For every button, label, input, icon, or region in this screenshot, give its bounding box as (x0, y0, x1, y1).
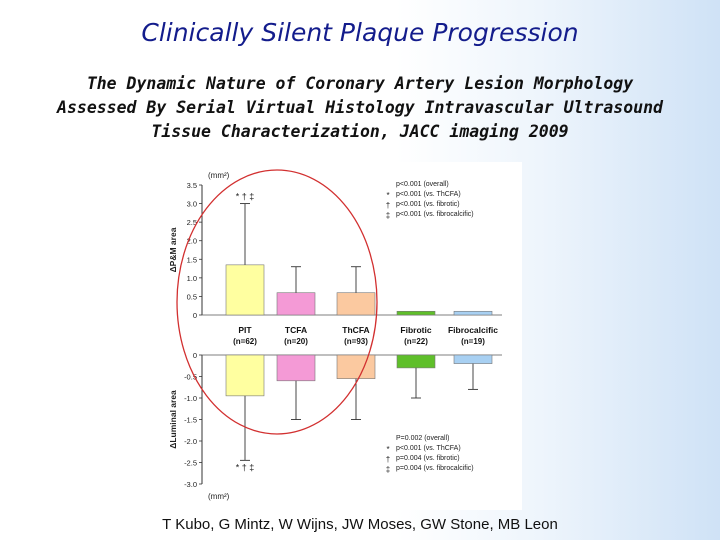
bottom-stat-line: P=0.002 (overall) (396, 435, 450, 442)
bottom-stat-line: p=0.004 (vs. fibrotic) (396, 455, 460, 462)
top-bar-thcfa (336, 292, 376, 316)
subtitle-line-1: The Dynamic Nature of Coronary Artery Le… (86, 74, 634, 93)
bottom-tick-label: -2.0 (184, 437, 197, 446)
bottom-stat-symbol: ‡ (386, 465, 390, 474)
top-bar-fibrocalcific (453, 310, 493, 316)
sample-size-label: (n=19) (461, 337, 485, 346)
plaque-progression-chart: 0 0.5 1.0 1.5 2.0 2.5 3.0 3.5 0 -0.5 -1.0 -1.5 -2.0 -… (168, 169, 502, 501)
bottom-stat-symbol: * (386, 445, 389, 454)
top-bar-fibrotic (396, 310, 436, 316)
category-label-fibrocalcific: Fibrocalcific (448, 325, 498, 335)
top-stat-symbol: * (386, 191, 389, 200)
slide-title: Clinically Silent Plaque Progression (141, 18, 579, 47)
top-unit-label: (mm²) (208, 171, 230, 180)
top-bar-tcfa (276, 292, 316, 316)
top-stat-line: p<0.001 (overall) (396, 181, 449, 188)
top-y-axis-label: ΔP&M area (168, 227, 178, 272)
sample-size-label: (n=62) (233, 337, 257, 346)
top-stat-line: p<0.001 (vs. fibrotic) (396, 201, 460, 208)
subtitle-line-3: Tissue Characterization, JACC imaging 20… (151, 122, 569, 141)
bottom-stat-line: p<0.001 (vs. ThCFA) (396, 445, 461, 452)
subtitle-line-2: Assessed By Serial Virtual Histology Int… (57, 98, 663, 117)
bottom-bar-pit (225, 354, 265, 397)
top-stat-symbol: † (386, 201, 390, 210)
bottom-bar-fibrocalcific (453, 354, 493, 364)
top-tick-label: 2.5 (187, 218, 197, 227)
top-tick-label: 1.5 (187, 255, 197, 264)
bottom-significance-marker: * † ‡ (236, 462, 255, 472)
category-label-fibrotic: Fibrotic (400, 325, 431, 335)
bottom-y-axis-label: ΔLuminal area (168, 390, 178, 449)
top-stat-symbol: ‡ (386, 211, 390, 220)
top-bar-pit (225, 264, 265, 316)
bottom-bar-fibrotic (396, 354, 436, 369)
top-tick-label: 1.0 (187, 274, 197, 283)
bottom-unit-label: (mm²) (208, 492, 230, 501)
bottom-tick-label: -3.0 (184, 480, 197, 489)
sample-size-label: (n=22) (404, 337, 428, 346)
top-significance-marker: * † ‡ (236, 192, 255, 202)
slide-subtitle: The Dynamic Nature of Coronary Artery Le… (40, 72, 680, 144)
top-tick-label: 0 (193, 311, 197, 320)
bottom-tick-label: -0.5 (184, 373, 197, 382)
bottom-tick-label: 0 (193, 351, 197, 360)
highlight-circle (176, 169, 378, 435)
top-stat-line: p<0.001 (vs. ThCFA) (396, 191, 461, 198)
bottom-bar-tcfa (276, 354, 316, 382)
top-tick-label: 2.0 (187, 237, 197, 246)
sample-size-label: (n=20) (284, 337, 308, 346)
top-stat-line: p<0.001 (vs. fibrocalcific) (396, 211, 474, 218)
category-label-tcfa: TCFA (285, 325, 307, 335)
bottom-tick-label: -1.5 (184, 416, 197, 425)
bottom-tick-label: -2.5 (184, 459, 197, 468)
bottom-bar-thcfa (336, 354, 376, 379)
top-tick-label: 3.0 (187, 200, 197, 209)
bottom-stat-symbol: † (386, 455, 390, 464)
category-label-thcfa: ThCFA (342, 325, 369, 335)
sample-size-label: (n=93) (344, 337, 368, 346)
bottom-stat-line: p=0.004 (vs. fibrocalcific) (396, 465, 474, 472)
bottom-tick-label: -1.0 (184, 394, 197, 403)
chart-panel: 0 0.5 1.0 1.5 2.0 2.5 3.0 3.5 0 -0.5 -1.0 -1.5 -2.0 -… (162, 162, 522, 510)
authors-line: T Kubo, G Mintz, W Wijns, JW Moses, GW S… (162, 516, 558, 533)
category-label-pit: PIT (238, 325, 252, 335)
top-tick-label: 0.5 (187, 292, 197, 301)
top-tick-label: 3.5 (187, 181, 197, 190)
